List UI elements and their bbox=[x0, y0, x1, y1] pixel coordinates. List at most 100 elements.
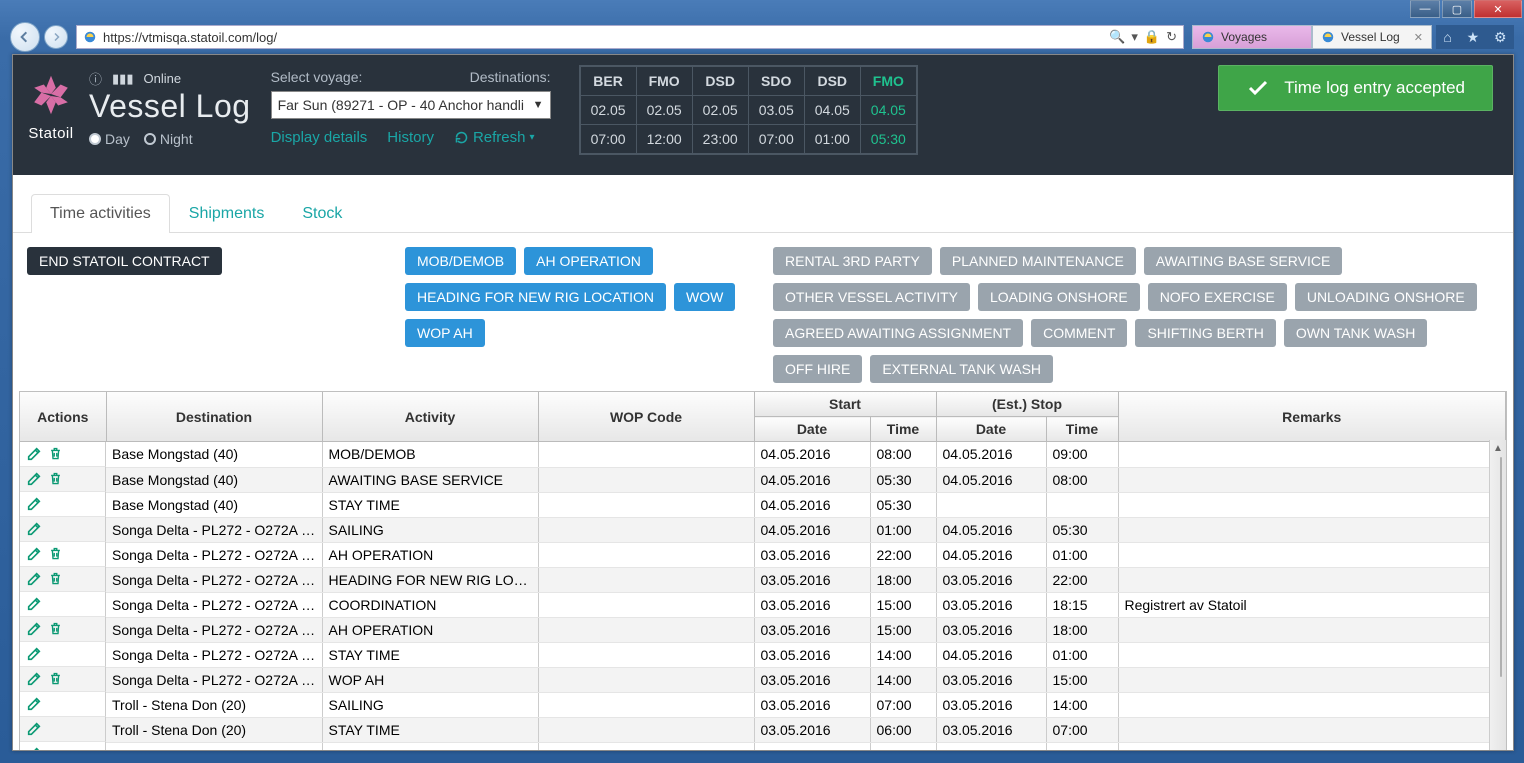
dest-cell[interactable]: FMO bbox=[636, 67, 692, 96]
btn-loading-onshore[interactable]: LOADING ONSHORE bbox=[978, 283, 1140, 311]
th-start-time[interactable]: Time bbox=[870, 417, 936, 442]
table-row[interactable]: Songa Delta - PL272 - O272A (...HEADING … bbox=[20, 567, 1506, 592]
th-destination[interactable]: Destination bbox=[106, 392, 322, 442]
th-stop-time[interactable]: Time bbox=[1046, 417, 1118, 442]
btn-ah-operation[interactable]: AH OPERATION bbox=[524, 247, 653, 275]
trash-icon[interactable] bbox=[48, 621, 63, 636]
search-icon[interactable]: 🔍 bbox=[1109, 29, 1125, 45]
btn-planned-maintenance[interactable]: PLANNED MAINTENANCE bbox=[940, 247, 1136, 275]
tab-shipments[interactable]: Shipments bbox=[170, 194, 284, 233]
reload-icon[interactable]: ↻ bbox=[1166, 29, 1177, 45]
tab-stock[interactable]: Stock bbox=[283, 194, 361, 233]
edit-icon[interactable] bbox=[26, 571, 42, 587]
btn-awaiting-base-service[interactable]: AWAITING BASE SERVICE bbox=[1144, 247, 1343, 275]
history-link[interactable]: History bbox=[387, 129, 434, 146]
browser-tab-vessel-log[interactable]: Vessel Log✕ bbox=[1312, 25, 1432, 49]
dest-cell[interactable]: DSD bbox=[692, 67, 748, 96]
scroll-up-icon[interactable]: ▲ bbox=[1490, 440, 1506, 457]
edit-icon[interactable] bbox=[26, 546, 42, 562]
table-row[interactable]: Base Mongstad (40)MOB/DEMOB04.05.201608:… bbox=[20, 442, 1506, 468]
btn-wow[interactable]: WOW bbox=[674, 283, 735, 311]
th-start-date[interactable]: Date bbox=[754, 417, 870, 442]
favorites-icon[interactable]: ★ bbox=[1467, 29, 1480, 46]
btn-mob-demob[interactable]: MOB/DEMOB bbox=[405, 247, 516, 275]
btn-external-tank-wash[interactable]: EXTERNAL TANK WASH bbox=[870, 355, 1053, 383]
trash-icon[interactable] bbox=[48, 446, 63, 461]
edit-icon[interactable] bbox=[26, 446, 42, 462]
th-wop[interactable]: WOP Code bbox=[538, 392, 754, 442]
home-icon[interactable]: ⌂ bbox=[1443, 29, 1451, 45]
btn-comment[interactable]: COMMENT bbox=[1031, 319, 1127, 347]
edit-icon[interactable] bbox=[26, 521, 42, 537]
btn-agreed-awaiting-assignment[interactable]: AGREED AWAITING ASSIGNMENT bbox=[773, 319, 1023, 347]
table-row[interactable]: Songa Delta - PL272 - O272A (...COORDINA… bbox=[20, 592, 1506, 617]
dest-cell[interactable]: 23:00 bbox=[692, 125, 748, 154]
radio-day[interactable]: Day bbox=[89, 131, 130, 147]
dest-cell[interactable]: 02.05 bbox=[636, 96, 692, 125]
btn-own-tank-wash[interactable]: OWN TANK WASH bbox=[1284, 319, 1428, 347]
edit-icon[interactable] bbox=[26, 596, 42, 612]
dest-cell[interactable]: 07:00 bbox=[580, 125, 636, 154]
dest-cell[interactable]: FMO bbox=[860, 67, 916, 96]
edit-icon[interactable] bbox=[26, 671, 42, 687]
display-details-link[interactable]: Display details bbox=[271, 129, 368, 146]
info-icon[interactable]: ⓘ bbox=[89, 69, 102, 88]
back-button[interactable] bbox=[10, 22, 40, 52]
th-actions[interactable]: Actions bbox=[20, 392, 106, 442]
trash-icon[interactable] bbox=[48, 471, 63, 486]
dropdown-icon[interactable]: ▾ bbox=[1131, 29, 1138, 45]
vertical-scrollbar[interactable]: ▲ ▼ bbox=[1489, 440, 1506, 751]
dest-cell[interactable]: 03.05 bbox=[748, 96, 804, 125]
table-row[interactable]: Songa Delta - PL272 - O272A (...SAILING0… bbox=[20, 742, 1506, 751]
btn-off-hire[interactable]: OFF HIRE bbox=[773, 355, 862, 383]
table-row[interactable]: Songa Delta - PL272 - O272A (...SAILING0… bbox=[20, 517, 1506, 542]
btn-wop-ah[interactable]: WOP AH bbox=[405, 319, 485, 347]
dest-cell[interactable]: 12:00 bbox=[636, 125, 692, 154]
refresh-link[interactable]: Refresh ▾ bbox=[454, 129, 535, 146]
browser-tab-voyages[interactable]: Voyages bbox=[1192, 25, 1312, 49]
forward-button[interactable] bbox=[44, 25, 68, 49]
btn-heading-for-new-rig-location[interactable]: HEADING FOR NEW RIG LOCATION bbox=[405, 283, 666, 311]
btn-other-vessel-activity[interactable]: OTHER VESSEL ACTIVITY bbox=[773, 283, 970, 311]
trash-icon[interactable] bbox=[48, 671, 63, 686]
dest-cell[interactable]: DSD bbox=[804, 67, 860, 96]
maximize-button[interactable]: ▢ bbox=[1442, 0, 1472, 18]
dest-cell[interactable]: 05:30 bbox=[860, 125, 916, 154]
edit-icon[interactable] bbox=[26, 746, 42, 751]
tab-time-activities[interactable]: Time activities bbox=[31, 194, 170, 233]
th-stop-date[interactable]: Date bbox=[936, 417, 1046, 442]
dest-cell[interactable]: 04.05 bbox=[860, 96, 916, 125]
address-bar[interactable]: https://vtmisqa.statoil.com/log/ 🔍 ▾ 🔒 ↻ bbox=[76, 25, 1184, 49]
minimize-button[interactable]: — bbox=[1410, 0, 1440, 18]
tools-icon[interactable]: ⚙ bbox=[1494, 29, 1507, 46]
btn-rental-3rd-party[interactable]: RENTAL 3RD PARTY bbox=[773, 247, 932, 275]
table-row[interactable]: Base Mongstad (40)AWAITING BASE SERVICE0… bbox=[20, 467, 1506, 492]
edit-icon[interactable] bbox=[26, 696, 42, 712]
radio-night[interactable]: Night bbox=[144, 131, 193, 147]
dest-cell[interactable]: 02.05 bbox=[580, 96, 636, 125]
close-window-button[interactable]: ✕ bbox=[1474, 0, 1522, 18]
table-row[interactable]: Songa Delta - PL272 - O272A (...AH OPERA… bbox=[20, 617, 1506, 642]
th-activity[interactable]: Activity bbox=[322, 392, 538, 442]
trash-icon[interactable] bbox=[48, 571, 63, 586]
btn-nofo-exercise[interactable]: NOFO EXERCISE bbox=[1148, 283, 1287, 311]
end-contract-button[interactable]: END STATOIL CONTRACT bbox=[27, 247, 222, 275]
edit-icon[interactable] bbox=[26, 721, 42, 737]
dest-cell[interactable]: SDO bbox=[748, 67, 804, 96]
btn-unloading-onshore[interactable]: UNLOADING ONSHORE bbox=[1295, 283, 1477, 311]
table-row[interactable]: Troll - Stena Don (20)STAY TIME03.05.201… bbox=[20, 717, 1506, 742]
dest-cell[interactable]: 07:00 bbox=[748, 125, 804, 154]
table-row[interactable]: Songa Delta - PL272 - O272A (...AH OPERA… bbox=[20, 542, 1506, 567]
edit-icon[interactable] bbox=[26, 646, 42, 662]
table-row[interactable]: Troll - Stena Don (20)SAILING03.05.20160… bbox=[20, 692, 1506, 717]
dest-cell[interactable]: BER bbox=[580, 67, 636, 96]
close-tab-icon[interactable]: ✕ bbox=[1414, 31, 1423, 44]
table-row[interactable]: Base Mongstad (40)STAY TIME04.05.201605:… bbox=[20, 492, 1506, 517]
table-row[interactable]: Songa Delta - PL272 - O272A (...WOP AH03… bbox=[20, 667, 1506, 692]
dest-cell[interactable]: 01:00 bbox=[804, 125, 860, 154]
dest-cell[interactable]: 04.05 bbox=[804, 96, 860, 125]
edit-icon[interactable] bbox=[26, 471, 42, 487]
table-row[interactable]: Songa Delta - PL272 - O272A (...STAY TIM… bbox=[20, 642, 1506, 667]
voyage-select[interactable]: Far Sun (89271 - OP - 40 Anchor handli ▼ bbox=[271, 91, 551, 119]
edit-icon[interactable] bbox=[26, 621, 42, 637]
